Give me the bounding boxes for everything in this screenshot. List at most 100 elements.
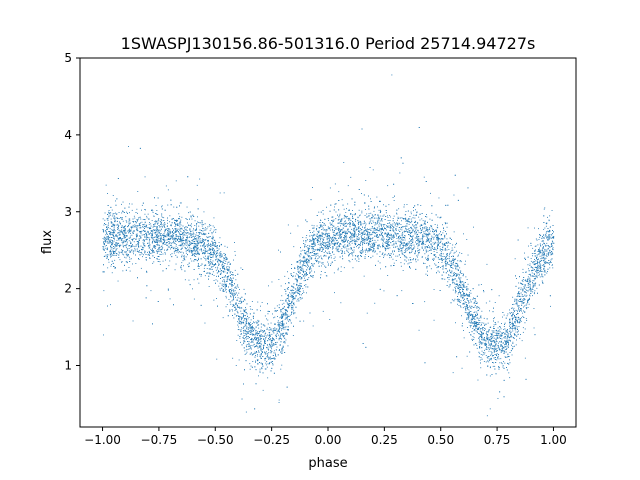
data-point (268, 363, 270, 365)
data-point (118, 232, 119, 234)
data-point (114, 252, 115, 254)
data-point (217, 245, 218, 246)
data-point (222, 262, 224, 264)
data-point (183, 230, 185, 232)
data-point (111, 240, 113, 241)
data-point (360, 221, 362, 223)
data-point (318, 240, 320, 242)
data-point (351, 228, 352, 230)
data-point (347, 217, 349, 219)
data-point (110, 242, 112, 244)
data-point (267, 313, 269, 315)
data-point (110, 212, 112, 214)
data-point (180, 248, 182, 250)
data-point (543, 271, 545, 273)
data-point (488, 344, 490, 346)
data-point (335, 246, 337, 248)
data-point (361, 239, 363, 241)
data-point (269, 336, 270, 338)
data-point (133, 250, 134, 252)
data-point (316, 249, 318, 251)
data-point (252, 345, 254, 347)
data-point (195, 240, 197, 242)
data-point (500, 338, 502, 339)
data-point (139, 254, 141, 256)
data-point (500, 349, 502, 351)
data-point (188, 266, 189, 268)
data-point (535, 249, 536, 251)
data-point (476, 332, 478, 333)
data-point (352, 239, 354, 241)
data-point (211, 247, 213, 249)
data-point (305, 265, 307, 267)
data-point (425, 228, 427, 230)
data-point (180, 235, 181, 237)
data-point (438, 242, 439, 244)
data-point (153, 245, 155, 247)
data-point (296, 280, 298, 282)
data-point (424, 253, 426, 255)
data-point (526, 308, 528, 310)
data-point (462, 322, 463, 324)
data-point (315, 255, 317, 257)
data-point (478, 317, 480, 319)
data-point (329, 256, 330, 258)
data-point (200, 230, 202, 231)
data-point (407, 220, 409, 222)
data-point (220, 273, 221, 275)
data-point (367, 216, 369, 218)
data-point (412, 303, 414, 304)
data-point (444, 235, 446, 237)
data-point (473, 307, 474, 308)
data-point (376, 232, 378, 233)
data-point (256, 352, 258, 353)
data-point (249, 324, 251, 326)
data-point (234, 287, 236, 289)
data-point (533, 283, 535, 285)
data-point (273, 332, 275, 334)
data-point (190, 224, 192, 226)
data-point (486, 349, 488, 350)
data-point (364, 256, 366, 258)
data-point (175, 249, 177, 251)
data-point (240, 307, 242, 309)
data-point (359, 220, 361, 222)
data-point (524, 252, 525, 254)
data-point (442, 246, 444, 248)
data-point (457, 269, 459, 271)
data-point (500, 344, 502, 346)
data-point (488, 350, 490, 352)
data-point (520, 334, 521, 335)
data-point (215, 251, 217, 253)
data-point (328, 263, 329, 265)
data-point (197, 250, 199, 252)
data-point (481, 334, 483, 336)
data-point (489, 310, 490, 312)
data-point (409, 221, 410, 223)
data-point (521, 302, 523, 304)
data-point (193, 233, 195, 235)
data-point (416, 242, 418, 244)
data-point (459, 287, 461, 288)
data-point (103, 249, 105, 251)
data-point (189, 229, 191, 231)
data-point (238, 326, 239, 328)
data-point (175, 231, 177, 233)
data-point (544, 244, 546, 246)
data-point (480, 284, 482, 285)
data-point (174, 269, 176, 271)
data-point (105, 230, 107, 231)
data-point (421, 230, 423, 232)
data-point (392, 225, 393, 227)
data-point (326, 238, 328, 240)
data-point (485, 333, 487, 334)
data-point (444, 268, 446, 270)
data-point (117, 224, 119, 226)
data-point (151, 252, 153, 254)
data-point (427, 250, 429, 252)
data-point (134, 247, 136, 249)
data-point (353, 230, 355, 231)
data-point (340, 233, 341, 235)
data-point (240, 301, 242, 302)
data-point (168, 265, 170, 267)
